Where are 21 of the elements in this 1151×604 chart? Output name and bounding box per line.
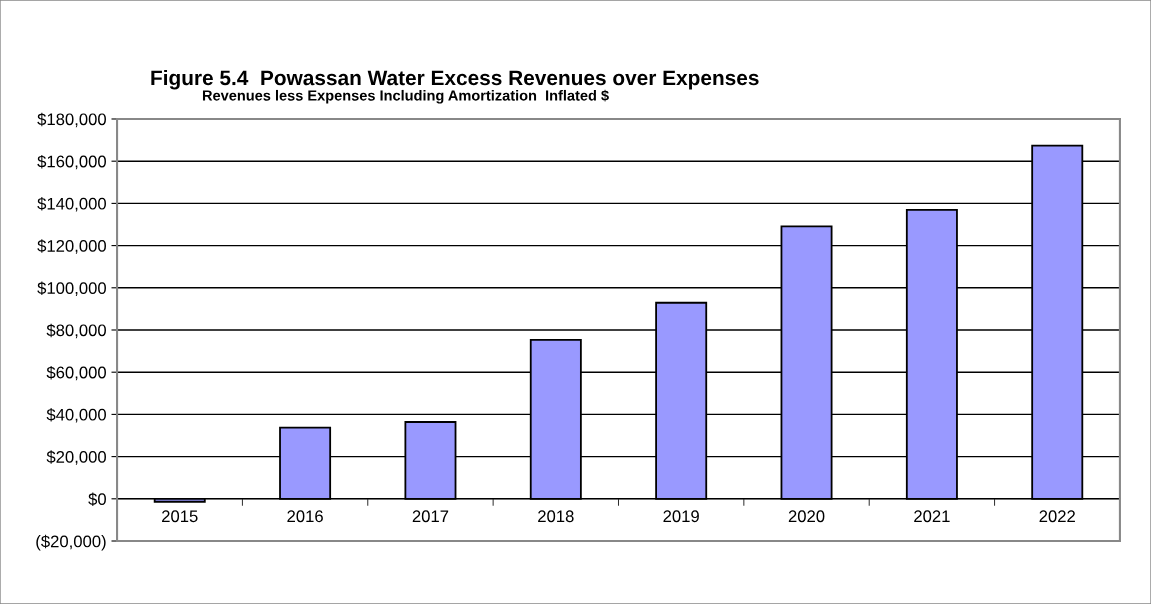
y-tick-label: $100,000 bbox=[37, 281, 106, 296]
x-tick-label: 2015 bbox=[162, 510, 198, 523]
y-tick-label: $60,000 bbox=[46, 365, 106, 381]
chart-title: Figure 5.4 Powassan Water Excess Revenues over Expenses bbox=[151, 69, 759, 90]
y-tick-label: $40,000 bbox=[46, 408, 106, 423]
x-tick-label: 2020 bbox=[788, 510, 825, 523]
y-tick-label: $0 bbox=[88, 492, 106, 506]
x-tick-label: 2022 bbox=[1039, 510, 1075, 523]
y-tick-label: $180,000 bbox=[37, 112, 106, 128]
y-tick-label: $140,000 bbox=[37, 197, 106, 212]
x-tick-label: 2018 bbox=[538, 510, 574, 523]
chart-subtitle: Revenues less Expenses Including Amortization Inflated $ bbox=[202, 89, 609, 104]
x-tick-label: 2016 bbox=[287, 510, 323, 523]
y-tick-label: ($20,000) bbox=[36, 534, 106, 551]
y-tick-label: $120,000 bbox=[37, 239, 106, 254]
y-tick-label: $160,000 bbox=[37, 154, 106, 170]
x-tick-label: 2017 bbox=[412, 510, 449, 523]
y-tick-label: $20,000 bbox=[46, 450, 106, 465]
x-tick-label: 2021 bbox=[914, 510, 950, 523]
x-tick-label: 2019 bbox=[663, 510, 699, 523]
y-tick-label: $80,000 bbox=[46, 323, 106, 339]
